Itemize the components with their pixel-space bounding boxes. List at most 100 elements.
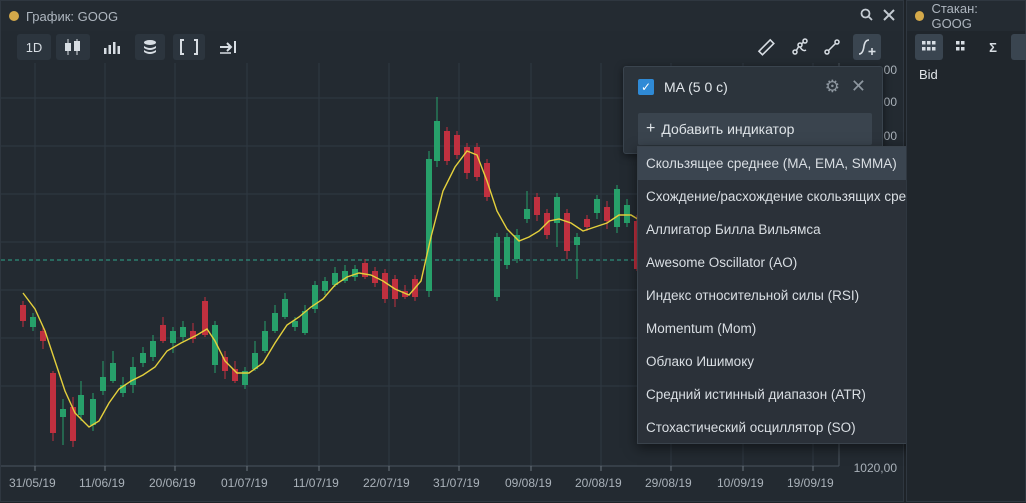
close-icon[interactable] (883, 8, 895, 25)
add-indicator-button[interactable]: + Добавить индикатор (638, 113, 872, 145)
candle-body (40, 331, 46, 341)
orderbook-extra-button[interactable] (1011, 34, 1026, 60)
candle-body (302, 311, 308, 333)
indicator-panel: ✓ MA (5 0 c) ⚙ ✕ + Добавить индикатор (623, 66, 883, 154)
candle-body (362, 263, 368, 277)
x-tick-label: 09/08/19 (505, 476, 552, 490)
sigma-label: Σ (989, 39, 997, 55)
chart-title: График: GOOG (26, 8, 119, 24)
candle-body (342, 271, 348, 281)
x-tick-label: 22/07/19 (363, 476, 410, 490)
candle-body (594, 199, 600, 213)
compact-view-icon[interactable] (947, 34, 975, 60)
candle-body (614, 189, 620, 227)
x-tick-label: 31/05/19 (9, 476, 56, 490)
candle-body (504, 237, 510, 265)
candle-body (120, 385, 126, 393)
option-label: Средний истинный диапазон (ATR) (646, 387, 866, 402)
x-tick-label: 10/09/19 (717, 476, 764, 490)
candle-body (272, 313, 278, 331)
orderbook-titlebar[interactable]: Стакан: GOOG (907, 1, 1025, 31)
plus-icon: + (646, 120, 656, 137)
ruler-icon[interactable] (753, 34, 779, 60)
candle-body (30, 317, 36, 327)
orderbook-window: Стакан: GOOG Σ Bid (906, 0, 1026, 502)
indicator-option-macd[interactable]: Схождение/расхождение скользящих средних… (638, 180, 1011, 213)
x-tick-label: 20/08/19 (575, 476, 622, 490)
indicator-option-momentum[interactable]: Momentum (Mom) (638, 312, 1011, 345)
candle-body (464, 147, 470, 173)
chart-toolbar: 1D (1, 34, 903, 62)
candle-body (252, 353, 258, 369)
candle-body (170, 331, 176, 343)
scroll-to-end-icon[interactable] (213, 34, 243, 60)
price-chart[interactable]: 31/05/19 11/06/19 20/06/19 01/07/19 11/07/19… (1, 1, 905, 503)
candle-body (190, 331, 196, 339)
indicator-checkbox[interactable]: ✓ (638, 79, 654, 95)
candle-body (292, 321, 298, 327)
candle-body (90, 399, 96, 425)
candle-body (382, 273, 388, 299)
x-tick-label: 20/06/19 (149, 476, 196, 490)
grid-view-icon[interactable] (915, 34, 943, 60)
candle-body (232, 369, 238, 381)
option-label: Индекс относительной силы (RSI) (646, 288, 860, 303)
candle-body (554, 197, 560, 223)
close-icon[interactable]: ✕ (850, 76, 866, 96)
ma-line (22, 150, 642, 428)
x-tick-label: 01/07/19 (221, 476, 268, 490)
candle-body (262, 331, 268, 351)
layers-icon[interactable] (135, 34, 165, 60)
orderbook-toolbar: Σ (915, 34, 1026, 60)
indicator-option-ichimoku[interactable]: Облако Ишимоку (638, 345, 1011, 378)
option-label: Облако Ишимоку (646, 354, 754, 369)
indicator-option-atr[interactable]: Средний истинный диапазон (ATR) (638, 378, 1011, 411)
candle-body (494, 237, 500, 297)
trend-line-icon[interactable] (819, 34, 845, 60)
candle-body (20, 305, 26, 321)
indicator-option-stochastic[interactable]: Стохастический осциллятор (SO) (638, 411, 1011, 444)
indicator-option-alligator[interactable]: Аллигатор Билла Вильямса (638, 213, 1011, 246)
y-axis-panel: 00 00 00 1020,00 (839, 63, 901, 483)
add-indicator-icon[interactable] (853, 34, 881, 60)
brackets-icon[interactable] (173, 34, 205, 60)
y-tick-label: 00 (883, 95, 897, 109)
sigma-button[interactable]: Σ (979, 34, 1007, 60)
candle-body (150, 341, 156, 357)
y-tick-label: 1020,00 (853, 461, 897, 475)
candle-body (624, 205, 630, 223)
candle-body (584, 219, 590, 227)
candlestick-icon[interactable] (56, 34, 90, 60)
candle-body (524, 209, 530, 219)
candle-body (78, 395, 84, 415)
active-indicator-label: MA (5 0 c) (664, 79, 728, 95)
timeframe-label: 1D (25, 39, 43, 55)
x-tick-label: 19/09/19 (787, 476, 834, 490)
indicator-option-rsi[interactable]: Индекс относительной силы (RSI) (638, 279, 1011, 312)
indicator-option-ao[interactable]: Awesome Oscillator (AO) (638, 246, 1011, 279)
add-indicator-label: Добавить индикатор (661, 121, 795, 137)
y-tick-label: 00 (883, 63, 897, 77)
option-label: Стохастический осциллятор (SO) (646, 420, 856, 435)
active-indicator-row[interactable]: ✓ MA (5 0 c) (638, 79, 728, 95)
candle-body (282, 299, 288, 317)
candle-body (352, 269, 358, 277)
candles (20, 97, 640, 447)
x-tick-label: 11/07/19 (293, 476, 339, 490)
x-tick-label: 31/07/19 (433, 476, 480, 490)
candle-body (426, 159, 432, 291)
drawing-path-icon[interactable] (787, 34, 813, 60)
bid-column-header: Bid (919, 67, 938, 82)
candle-body (60, 409, 66, 417)
candle-body (474, 147, 480, 177)
candle-body (202, 301, 208, 335)
candle-body (574, 237, 580, 245)
search-icon[interactable] (860, 8, 873, 25)
candle-body (564, 213, 570, 251)
gear-icon[interactable]: ⚙ (824, 77, 840, 96)
bar-volume-icon[interactable] (97, 34, 127, 60)
candle-body (70, 407, 76, 441)
timeframe-button[interactable]: 1D (17, 34, 51, 60)
x-tick-label: 29/08/19 (645, 476, 692, 490)
chart-titlebar[interactable]: График: GOOG (1, 1, 903, 31)
